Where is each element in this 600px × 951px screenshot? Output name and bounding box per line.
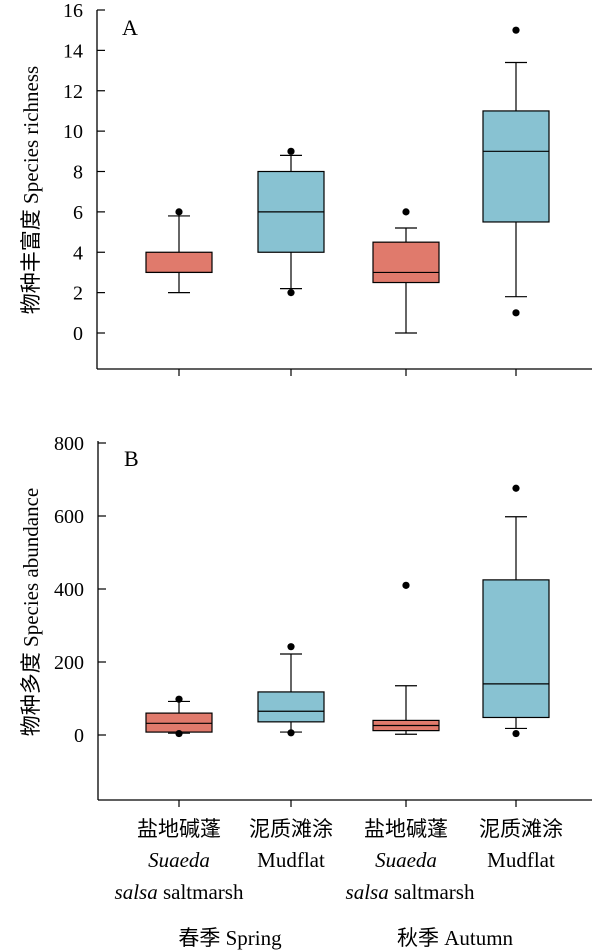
box-group xyxy=(145,208,213,294)
box-group xyxy=(257,643,325,737)
outlier-point xyxy=(175,208,183,216)
panel-b-abundance: 0 200 400 600 800 B 物种多度 Species abundance xyxy=(19,433,592,807)
box-body xyxy=(482,110,550,223)
panel-label: B xyxy=(124,446,139,471)
x-label-3-line3-italic: salsa xyxy=(346,880,389,904)
x-label-2-line2: Mudflat xyxy=(257,848,325,872)
y-tick-label: 2 xyxy=(73,283,83,305)
y-tick-label: 600 xyxy=(54,506,84,528)
panel-a-richness: 0 2 4 6 8 10 12 14 16 A 物种丰富度 Species richness xyxy=(19,0,592,376)
y-tick-label: 0 xyxy=(73,323,83,345)
y-tick-label: 6 xyxy=(73,202,83,224)
y-tick-label: 14 xyxy=(63,40,83,62)
outlier-point xyxy=(175,729,183,738)
outlier-point xyxy=(402,581,410,589)
box-group xyxy=(482,26,550,317)
outlier-point xyxy=(402,208,410,216)
x-label-3-line1: 盐地碱蓬 xyxy=(364,817,448,841)
box-body xyxy=(145,251,213,274)
outlier-point xyxy=(512,26,520,34)
y-tick-label: 4 xyxy=(73,242,83,264)
x-label-1-line3-italic: salsa xyxy=(115,880,158,904)
y-tick-label: 0 xyxy=(74,725,84,747)
outlier-point xyxy=(287,729,295,737)
outlier-point xyxy=(512,484,520,492)
box-body xyxy=(257,691,325,723)
box-body xyxy=(372,241,440,284)
x-label-1-line3: salsa saltmarsh xyxy=(115,880,244,904)
box-group xyxy=(257,147,325,297)
box-group xyxy=(482,484,550,738)
x-label-2-line1: 泥质滩涂 xyxy=(249,817,333,841)
outlier-point xyxy=(512,729,520,738)
y-tick-label: 800 xyxy=(54,433,84,455)
box-group xyxy=(372,208,440,334)
outlier-point xyxy=(287,643,295,651)
season-label-spring: 春季 Spring xyxy=(178,926,282,950)
y-tick-label: 400 xyxy=(54,579,84,601)
outlier-point xyxy=(287,289,295,297)
x-label-3-line2: Suaeda xyxy=(375,848,437,872)
x-label-4-line2: Mudflat xyxy=(487,848,555,872)
y-tick-label: 8 xyxy=(73,162,83,184)
y-tick-label: 12 xyxy=(63,81,83,103)
x-label-1-line1: 盐地碱蓬 xyxy=(137,817,221,841)
panel-label: A xyxy=(122,15,138,40)
x-label-3-line3-rest: saltmarsh xyxy=(389,880,475,904)
x-label-1-line3-rest: saltmarsh xyxy=(158,880,244,904)
outlier-point xyxy=(175,695,183,703)
y-tick-label: 10 xyxy=(63,121,83,143)
y-tick-label: 16 xyxy=(63,0,83,22)
x-label-3-line3: salsa saltmarsh xyxy=(346,880,475,904)
box-group xyxy=(145,695,213,738)
box-body xyxy=(482,579,550,719)
y-axis-title: 物种丰富度 Species richness xyxy=(19,66,43,314)
season-label-autumn: 秋季 Autumn xyxy=(397,926,514,950)
outlier-point xyxy=(287,147,295,155)
y-axis-title: 物种多度 Species abundance xyxy=(19,488,43,736)
outlier-point xyxy=(512,309,520,317)
x-label-4-line1: 泥质滩涂 xyxy=(479,817,563,841)
y-tick-label: 200 xyxy=(54,652,84,674)
box-group xyxy=(372,581,440,735)
x-label-1-line2: Suaeda xyxy=(148,848,210,872)
x-category-labels: 盐地碱蓬 Suaeda salsa saltmarsh 泥质滩涂 Mudflat… xyxy=(115,817,563,950)
box-body xyxy=(145,712,213,733)
